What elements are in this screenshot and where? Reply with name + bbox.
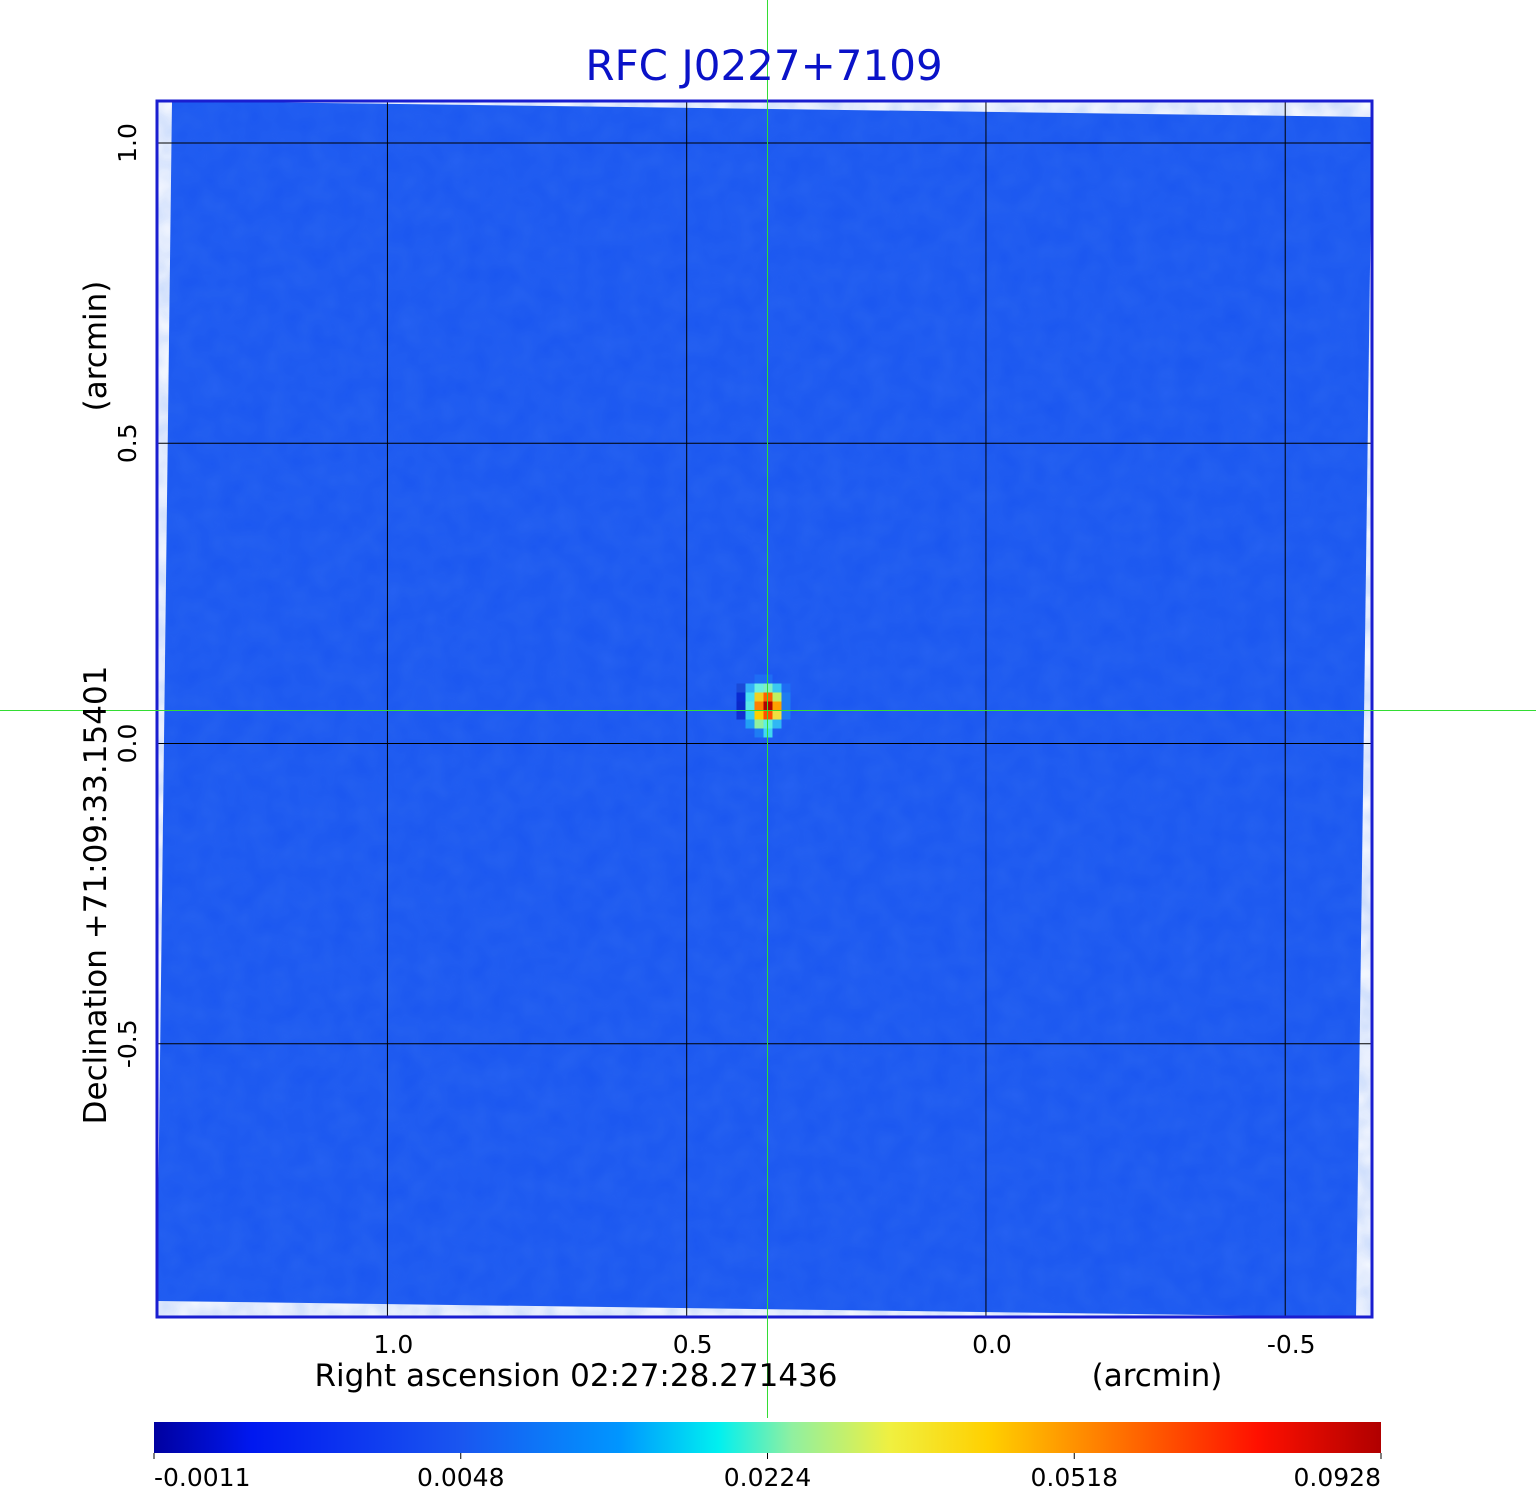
y-tick-labels: 1.0 0.5 0.0 -0.5 xyxy=(113,123,142,1068)
x-tick-label-1: 0.5 xyxy=(673,1330,713,1359)
x-tick-labels: 1.0 0.5 0.0 -0.5 xyxy=(374,1330,1316,1359)
source-pixel-21 xyxy=(745,710,755,720)
plot-frame xyxy=(155,99,1374,1319)
colorbar-label-0: -0.0011 xyxy=(154,1463,251,1492)
colorbar-label-2: 0.0224 xyxy=(724,1463,811,1492)
source-pixel-2 xyxy=(736,683,746,693)
source-pixel-4 xyxy=(754,683,764,693)
source-pixel-22 xyxy=(754,710,764,720)
source-pixel-13 xyxy=(781,692,791,702)
x-tick-label-3: -0.5 xyxy=(1267,1330,1316,1359)
colorbar xyxy=(154,1422,1381,1453)
source-pixel-16 xyxy=(754,701,764,711)
chart-title: RFC J0227+7109 xyxy=(585,41,942,90)
source-pixel-24 xyxy=(772,710,782,720)
crosshair xyxy=(0,0,1536,1418)
y-tick-label-2: 0.0 xyxy=(113,724,142,764)
x-axis-unit: (arcmin) xyxy=(1092,1358,1223,1394)
x-tick-label-2: 0.0 xyxy=(972,1330,1012,1359)
y-axis-unit: (arcmin) xyxy=(78,281,114,412)
source-pixel-6 xyxy=(772,683,782,693)
colorbar-label-4: 0.0928 xyxy=(1294,1463,1381,1492)
source-pixel-29 xyxy=(772,719,782,729)
source-pixel-10 xyxy=(754,692,764,702)
source-pixel-0 xyxy=(754,674,764,684)
source-pixel-20 xyxy=(736,710,746,720)
x-axis-label: Right ascension 02:27:28.271436 xyxy=(314,1358,837,1394)
source-pixel-26 xyxy=(745,719,755,729)
source-pixel-25 xyxy=(781,710,791,720)
source-pixel-18 xyxy=(772,701,782,711)
y-tick-label-1: 0.5 xyxy=(113,423,142,463)
grid-lines xyxy=(157,101,1372,1317)
source-pixel-7 xyxy=(781,683,791,693)
colorbar-label-3: 0.0518 xyxy=(1031,1463,1118,1492)
image-field-group xyxy=(157,101,1372,1317)
y-axis-label: Declination +71:09:33.15401 xyxy=(78,666,114,1125)
x-tick-label-0: 1.0 xyxy=(374,1330,414,1359)
source-pixel-12 xyxy=(772,692,782,702)
y-tick-label-0: 1.0 xyxy=(113,123,142,163)
colorbar-ticks: -0.0011 0.0048 0.0224 0.0518 0.0928 xyxy=(153,1453,1382,1492)
source-pixel-9 xyxy=(745,692,755,702)
source-pixel-14 xyxy=(736,701,746,711)
source-pixel-30 xyxy=(754,728,764,738)
source-pixel-19 xyxy=(781,701,791,711)
colorbar-label-1: 0.0048 xyxy=(417,1463,504,1492)
source-pixel-27 xyxy=(754,719,764,729)
source-pixel-3 xyxy=(745,683,755,693)
source-pixel-15 xyxy=(745,701,755,711)
source-pixel-8 xyxy=(736,692,746,702)
y-tick-label-3: -0.5 xyxy=(113,1019,142,1068)
